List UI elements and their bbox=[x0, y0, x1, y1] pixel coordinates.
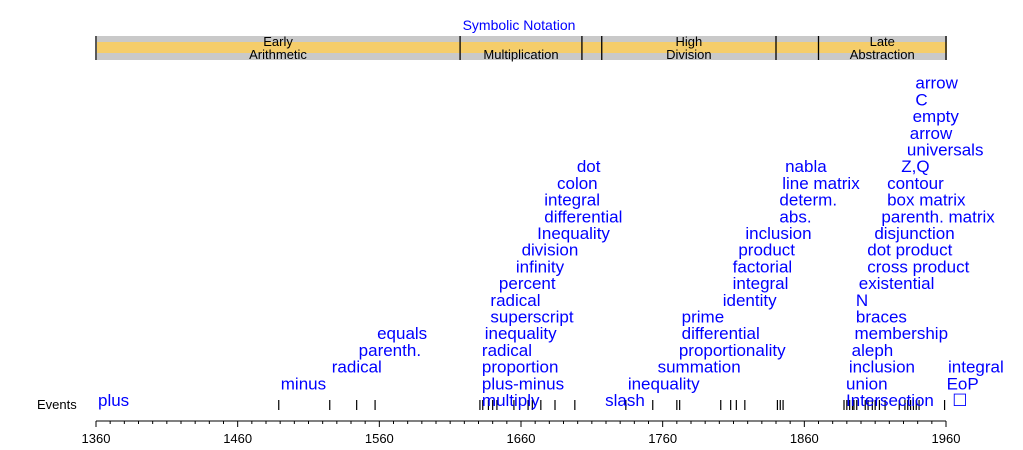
event-label: cross product bbox=[867, 257, 969, 276]
era-label: Division bbox=[666, 47, 712, 62]
event-label: existential bbox=[859, 274, 935, 293]
x-axis-ticks: 1360 1460 1560 1660 1760 1860 1960 bbox=[82, 421, 961, 446]
x-tick-label: 1560 bbox=[365, 431, 394, 446]
event-label: multiply bbox=[482, 391, 540, 410]
era-label: Abstraction bbox=[850, 47, 915, 62]
event-label: parenth. bbox=[359, 341, 421, 360]
event-label: integral bbox=[544, 191, 600, 210]
event-label: braces bbox=[856, 308, 907, 327]
era-label: Multiplication bbox=[483, 47, 558, 62]
x-tick-label: 1660 bbox=[507, 431, 536, 446]
event-label: radical bbox=[482, 341, 532, 360]
event-labels: plusminusradicalparenth.equalsmultiplypl… bbox=[98, 74, 1004, 410]
event-label: determ. bbox=[779, 191, 837, 210]
event-label: contour bbox=[887, 174, 944, 193]
x-tick-label: 1760 bbox=[648, 431, 677, 446]
era-label: Arithmetic bbox=[249, 47, 307, 62]
event-label: C bbox=[915, 90, 927, 109]
event-label: factorial bbox=[733, 257, 793, 276]
event-label: radical bbox=[332, 358, 382, 377]
event-label: equals bbox=[377, 324, 427, 343]
x-axis: 1360 1460 1560 1660 1760 1860 1960 bbox=[82, 420, 961, 446]
event-label: nabla bbox=[785, 157, 827, 176]
x-tick-label: 1960 bbox=[932, 431, 961, 446]
event-label: radical bbox=[490, 291, 540, 310]
event-label: aleph bbox=[852, 341, 894, 360]
event-label: disjunction bbox=[874, 224, 954, 243]
event-label: infinity bbox=[516, 257, 565, 276]
event-label: division bbox=[522, 241, 579, 260]
event-label: differential bbox=[682, 324, 760, 343]
event-label: N bbox=[856, 291, 868, 310]
event-label: integral bbox=[733, 274, 789, 293]
event-label: minus bbox=[281, 374, 326, 393]
event-label: product bbox=[738, 241, 795, 260]
event-label: inequality bbox=[628, 374, 700, 393]
event-label: percent bbox=[499, 274, 556, 293]
event-label: arrow bbox=[915, 74, 958, 93]
event-label: Intersection bbox=[846, 391, 934, 410]
top-label: Symbolic Notation bbox=[463, 17, 576, 33]
x-tick-label: 1860 bbox=[790, 431, 819, 446]
event-label: inequality bbox=[485, 324, 557, 343]
event-label: slash bbox=[605, 391, 645, 410]
x-tick-label: 1360 bbox=[82, 431, 111, 446]
event-label: inclusion bbox=[849, 358, 915, 377]
event-label: membership bbox=[855, 324, 949, 343]
event-label: EoP bbox=[947, 374, 979, 393]
event-label: prime bbox=[682, 308, 725, 327]
event-label: plus bbox=[98, 391, 129, 410]
event-label: arrow bbox=[910, 124, 953, 143]
era-label: High bbox=[676, 34, 703, 49]
event-label: parenth. matrix bbox=[881, 207, 995, 226]
event-label: union bbox=[846, 374, 888, 393]
event-label: Z,Q bbox=[901, 157, 929, 176]
event-label: abs. bbox=[779, 207, 811, 226]
event-label: colon bbox=[557, 174, 598, 193]
era-label: Late bbox=[870, 34, 895, 49]
event-label: identity bbox=[723, 291, 777, 310]
event-label: empty bbox=[913, 107, 960, 126]
event-label: proportionality bbox=[679, 341, 786, 360]
event-label: Inequality bbox=[537, 224, 610, 243]
event-label: dot product bbox=[867, 241, 952, 260]
event-label: plus-minus bbox=[482, 374, 564, 393]
event-label: proportion bbox=[482, 358, 559, 377]
event-label: dot bbox=[577, 157, 601, 176]
event-label: superscript bbox=[490, 308, 573, 327]
era-label: Early bbox=[263, 34, 293, 49]
era-band-gold bbox=[97, 42, 947, 53]
event-label: integral bbox=[948, 358, 1004, 377]
event-label: universals bbox=[907, 141, 984, 160]
era-dividers bbox=[95, 36, 947, 60]
event-label: ☐ bbox=[952, 391, 967, 410]
event-label: inclusion bbox=[745, 224, 811, 243]
event-label: summation bbox=[658, 358, 741, 377]
event-ticks bbox=[278, 400, 946, 410]
event-label: differential bbox=[544, 207, 622, 226]
x-tick-label: 1460 bbox=[223, 431, 252, 446]
event-label: line matrix bbox=[782, 174, 860, 193]
events-row-label: Events bbox=[37, 397, 77, 412]
event-label: box matrix bbox=[887, 191, 966, 210]
